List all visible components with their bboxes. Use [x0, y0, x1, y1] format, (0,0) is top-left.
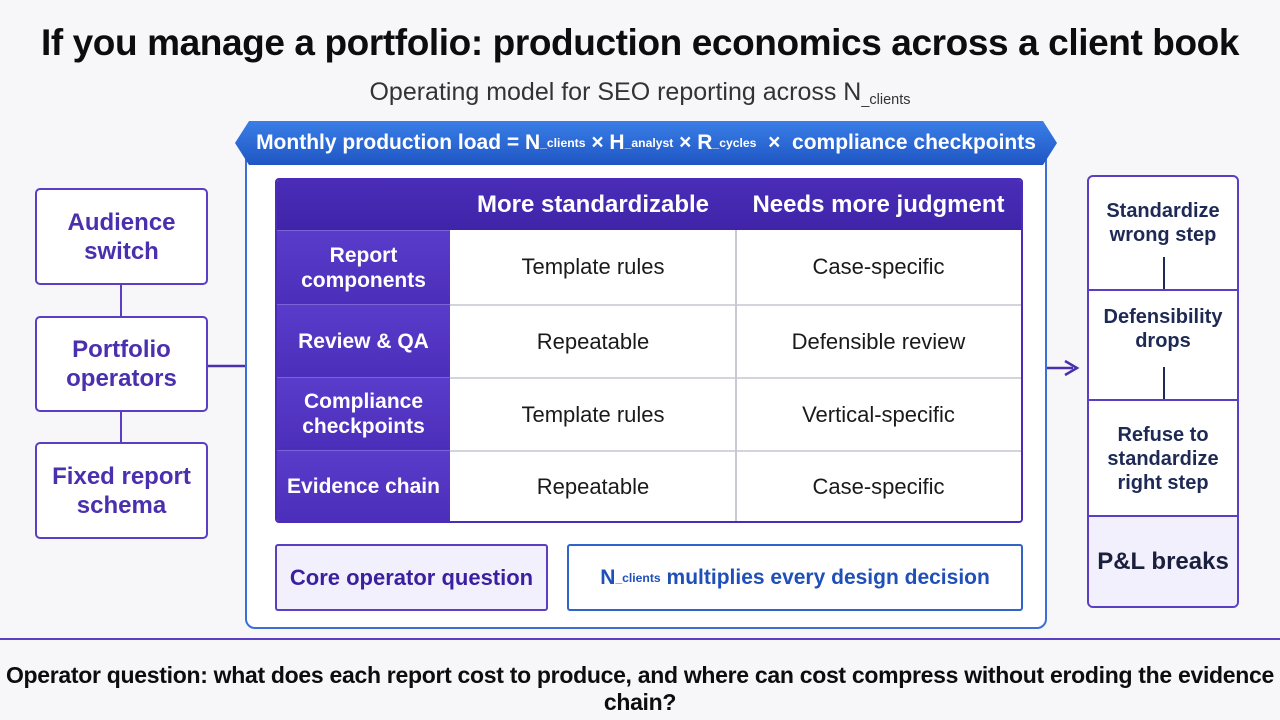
cell-review-qa-judgment: Defensible review: [736, 304, 1021, 377]
formula-banner: Monthly production load = N _clients × H _…: [235, 121, 1057, 165]
row-header-report-components: Report components: [277, 230, 450, 304]
multiplier-n: N: [600, 565, 616, 589]
right-box-standardize-wrong-step: Standardize wrong step: [1106, 200, 1220, 246]
formula-sub-2: _analyst: [624, 136, 674, 150]
left-box-fixed-report-schema: Fixed report schema: [35, 442, 208, 539]
cell-report-components-judgment: Case-specific: [736, 230, 1021, 304]
right-box-defensibility-drops: Defensibility drops: [1103, 306, 1223, 352]
row-header-evidence-chain: Evidence chain: [277, 450, 450, 521]
footer-question: Operator question: what does each report…: [5, 662, 1275, 715]
cell-review-qa-standardizable: Repeatable: [450, 304, 736, 377]
core-operator-question-box: Core operator question: [275, 544, 548, 611]
right-separator-3: [1089, 515, 1237, 517]
cell-compliance-standardizable: Template rules: [450, 377, 736, 450]
standardization-matrix: More standardizable Needs more judgment …: [275, 178, 1023, 523]
matrix-corner: [277, 180, 450, 230]
multiplier-text: multiplies every design decision: [660, 565, 990, 589]
formula-part-1: Monthly production load = N: [256, 131, 541, 154]
right-separator-2: [1089, 399, 1237, 401]
formula-sub-1: _clients: [540, 136, 586, 150]
right-box-refuse-to-standardize: Refuse to standardize right step: [1107, 424, 1219, 494]
left-connector-1: [120, 285, 122, 316]
formula-part-3: × R: [673, 131, 713, 154]
page-subtitle: Operating model for SEO reporting across…: [0, 78, 1280, 108]
right-box-pl-breaks: P&L breaks: [1089, 517, 1237, 606]
right-connector-2: [1163, 367, 1165, 399]
cell-evidence-standardizable: Repeatable: [450, 450, 736, 521]
left-connector-2: [120, 412, 122, 442]
page-title: If you manage a portfolio: production ec…: [40, 22, 1240, 63]
cell-compliance-judgment: Vertical-specific: [736, 377, 1021, 450]
left-box-portfolio-operators: Portfolio operators: [35, 316, 208, 412]
column-header-judgment: Needs more judgment: [736, 180, 1021, 230]
cell-evidence-judgment: Case-specific: [736, 450, 1021, 521]
left-box-audience-switch: Audience switch: [35, 188, 208, 285]
multiplier-box: N _clients multiplies every design decisi…: [567, 544, 1023, 611]
formula-text: Monthly production load = N _clients × H _…: [235, 121, 1057, 165]
banner-shape: [235, 121, 1057, 165]
right-connector-1: [1163, 257, 1165, 289]
column-divider: [735, 230, 737, 521]
column-header-standardizable: More standardizable: [450, 180, 736, 230]
cell-report-components-standardizable: Template rules: [450, 230, 736, 304]
right-consequence-column: Standardize wrong step Defensibility dro…: [1087, 175, 1239, 608]
subtitle-text: Operating model for SEO reporting across…: [369, 78, 862, 106]
row-header-compliance-checkpoints: Compliance checkpoints: [277, 377, 450, 450]
multiplier-subscript: _clients: [615, 570, 661, 585]
right-separator-1: [1089, 289, 1237, 291]
formula-part-2: × H: [585, 131, 625, 154]
row-header-review-qa: Review & QA: [277, 304, 450, 377]
formula-part-4: × compliance checkpoints: [756, 131, 1036, 154]
footer-divider: [0, 638, 1280, 640]
formula-sub-3: _cycles: [712, 136, 757, 150]
subtitle-subscript: _clients: [861, 92, 911, 109]
